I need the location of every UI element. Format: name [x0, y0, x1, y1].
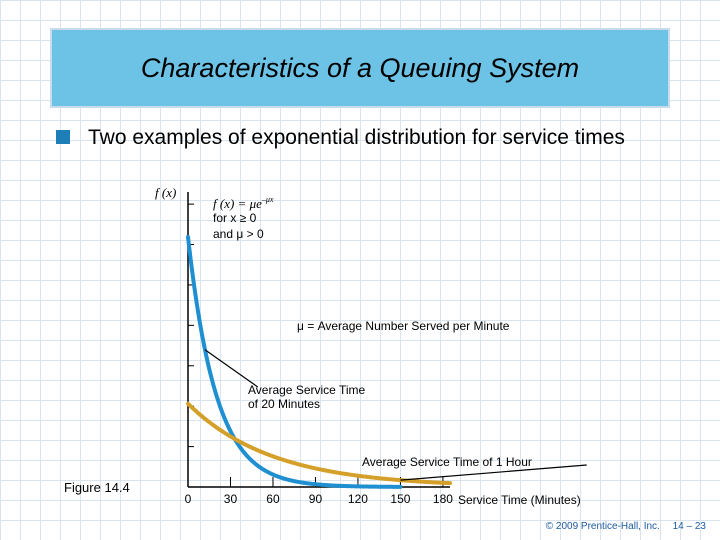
chart-labels: f (x) f (x) = μe–μx for x ≥ 0 and μ > 0 …	[64, 185, 581, 507]
title-banner: Characteristics of a Queuing System	[50, 28, 670, 108]
formula-line-3: and μ > 0	[213, 227, 264, 241]
mu-definition: μ = Average Number Served per Minute	[297, 319, 510, 333]
formula-exponent: –μx	[261, 195, 274, 204]
series-pointer-1	[204, 349, 259, 388]
x-tick-label: 180	[433, 492, 453, 506]
slide-footer: © 2009 Prentice-Hall, Inc. 14 – 23	[536, 521, 706, 532]
bullet-point: Two examples of exponential distribution…	[56, 126, 636, 150]
footer-page-number: 14 – 23	[672, 521, 706, 532]
figure-label: Figure 14.4	[64, 480, 130, 495]
series-label-1: of 20 Minutes	[248, 397, 320, 411]
square-bullet-icon	[56, 130, 70, 144]
x-tick-label: 60	[266, 492, 280, 506]
series-pointer-2	[400, 464, 587, 481]
y-axis-label: f (x)	[155, 185, 176, 200]
series-line-2	[186, 401, 452, 486]
x-axis-label: Service Time (Minutes)	[458, 493, 581, 507]
x-tick-label: 0	[185, 492, 192, 506]
formula-main: f (x) = μe	[213, 196, 262, 211]
formula-line-1: f (x) = μe–μx	[213, 195, 274, 211]
series-label-1: Average Service Time	[248, 383, 365, 397]
series-line-1	[186, 235, 403, 489]
slide-title: Characteristics of a Queuing System	[140, 52, 580, 83]
x-tick-label: 150	[390, 492, 410, 506]
formula-line-2: for x ≥ 0	[213, 211, 257, 225]
chart-curves	[186, 235, 587, 489]
series-label-2: Average Service Time of 1 Hour	[362, 455, 532, 469]
x-tick-label: 30	[224, 492, 238, 506]
footer-copyright: © 2009 Prentice-Hall, Inc.	[545, 521, 660, 532]
x-tick-label: 90	[309, 492, 323, 506]
x-tick-label: 120	[348, 492, 368, 506]
bullet-text: Two examples of exponential distribution…	[88, 126, 625, 149]
